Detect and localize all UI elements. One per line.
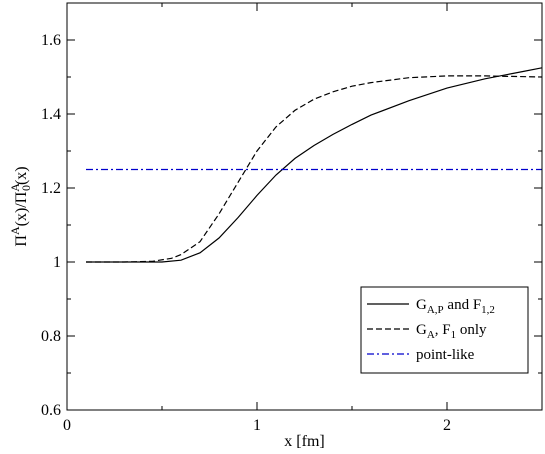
y-tick-label: 1 bbox=[53, 254, 61, 271]
legend-label-1: GA,P and F1,2 bbox=[416, 297, 495, 316]
legend-box bbox=[360, 286, 529, 374]
y-tick-label: 0.8 bbox=[41, 328, 61, 345]
legend-label-3: point-like bbox=[416, 347, 475, 363]
x-tick-label: 2 bbox=[443, 417, 451, 434]
plot-frame bbox=[66, 2, 543, 411]
legend: GA,P and F1,2 GA, F1 only point-like bbox=[360, 286, 529, 374]
x-tick-label: 0 bbox=[63, 417, 71, 434]
y-axis-label: ΠA(x)/ΠA0(x) bbox=[8, 166, 33, 246]
y-tick-label: 1.4 bbox=[41, 106, 61, 123]
legend-label-2: GA, F1 only bbox=[416, 322, 487, 341]
y-tick-label: 0.6 bbox=[41, 402, 61, 419]
y-tick-label: 1.2 bbox=[41, 180, 61, 197]
series-layer bbox=[86, 67, 542, 263]
x-axis-label: x [fm] bbox=[284, 433, 324, 450]
series-line-1 bbox=[86, 67, 542, 263]
y-tick-label: 1.6 bbox=[41, 32, 61, 49]
series-line-2 bbox=[86, 75, 542, 263]
x-tick-label: 1 bbox=[253, 417, 261, 434]
ticks-layer: 0 1 2 0.6 0.8 1 1.2 1.4 1.6 bbox=[41, 3, 542, 434]
